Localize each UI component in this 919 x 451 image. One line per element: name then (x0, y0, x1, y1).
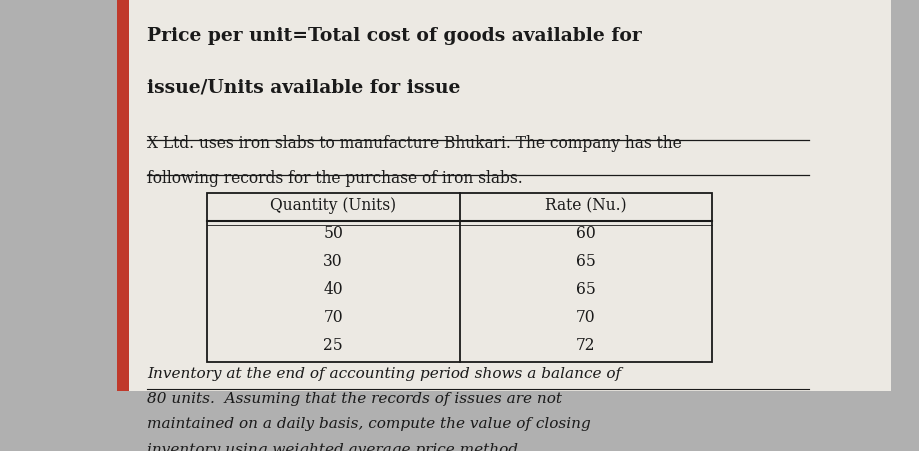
Text: 72: 72 (576, 337, 596, 354)
Text: maintained on a daily basis, compute the value of closing: maintained on a daily basis, compute the… (147, 417, 591, 432)
Text: 40: 40 (323, 281, 343, 298)
FancyBboxPatch shape (119, 0, 891, 391)
Text: inventory using weighted average price method.: inventory using weighted average price m… (147, 443, 523, 451)
Text: Rate (Nu.): Rate (Nu.) (545, 197, 627, 214)
Text: Quantity (Units): Quantity (Units) (270, 197, 396, 214)
Text: Price per unit=Total cost of goods available for: Price per unit=Total cost of goods avail… (147, 28, 641, 46)
Text: 65: 65 (576, 253, 596, 270)
Text: 60: 60 (576, 225, 596, 242)
Text: 30: 30 (323, 253, 343, 270)
Text: X Ltd. uses iron slabs to manufacture Bhukari. The company has the: X Ltd. uses iron slabs to manufacture Bh… (147, 135, 682, 152)
Text: 65: 65 (576, 281, 596, 298)
Text: 25: 25 (323, 337, 343, 354)
FancyBboxPatch shape (117, 0, 129, 391)
Text: following records for the purchase of iron slabs.: following records for the purchase of ir… (147, 170, 523, 187)
Text: 80 units.  Assuming that the records of issues are not: 80 units. Assuming that the records of i… (147, 392, 562, 406)
Text: 70: 70 (576, 309, 596, 326)
Text: 70: 70 (323, 309, 343, 326)
Text: Inventory at the end of accounting period shows a balance of: Inventory at the end of accounting perio… (147, 367, 621, 381)
Text: issue/Units available for issue: issue/Units available for issue (147, 78, 460, 96)
Text: 50: 50 (323, 225, 343, 242)
Bar (207, 193, 712, 362)
